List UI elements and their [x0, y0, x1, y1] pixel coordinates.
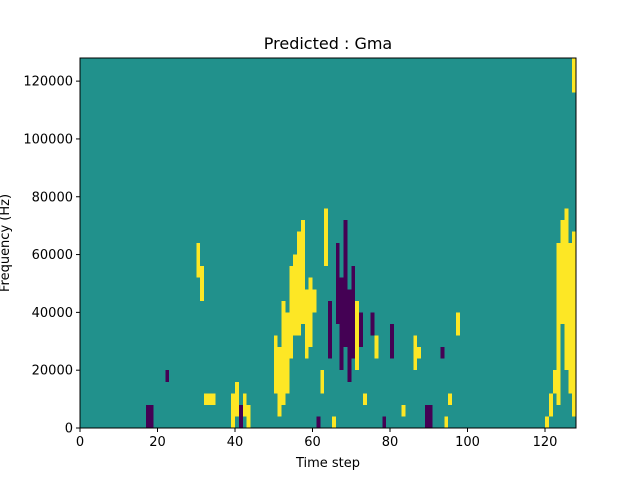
y-tick-label: 80000 — [32, 190, 73, 205]
chart-title: Predicted : Gma — [264, 34, 392, 53]
x-tick-label: 60 — [304, 435, 321, 450]
heatmap-cell — [552, 370, 557, 394]
heatmap-cell — [297, 231, 301, 336]
heatmap-cell — [444, 416, 449, 428]
heatmap-cell — [382, 416, 387, 428]
y-tick-label: 60000 — [32, 248, 73, 263]
plot-area — [79, 57, 577, 429]
heatmap-cell — [289, 266, 294, 359]
heatmap-cell — [359, 312, 363, 348]
heatmap-cell — [440, 347, 445, 359]
heatmap-cell — [328, 300, 332, 359]
heatmap-cell — [564, 208, 569, 371]
heatmap-cell — [355, 300, 360, 371]
heatmap-cell — [145, 404, 150, 429]
x-tick-label: 100 — [455, 435, 480, 450]
heatmap-cell — [335, 243, 340, 324]
x-tick-label: 120 — [533, 435, 558, 450]
x-tick-label: 0 — [76, 435, 84, 450]
heatmap-cell — [320, 370, 325, 394]
y-tick-label: 40000 — [32, 306, 73, 321]
y-axis-label: Frequency (Hz) — [0, 194, 13, 292]
heatmap-cell — [428, 404, 433, 429]
heatmap-cell — [242, 393, 247, 417]
heatmap-cell — [308, 277, 313, 348]
y-tick-label: 120000 — [23, 75, 73, 90]
plot-frame — [79, 57, 577, 429]
heatmap-cell — [316, 416, 321, 428]
heatmap-cell — [347, 289, 352, 382]
heatmap-cells — [145, 58, 577, 429]
heatmap-cell — [390, 323, 394, 359]
heatmap-cell — [556, 243, 561, 405]
heatmap-cell — [455, 312, 460, 336]
heatmap-cell — [339, 277, 344, 371]
heatmap-cell — [246, 404, 251, 429]
heatmap-cell — [281, 300, 286, 405]
y-tick-label: 0 — [65, 422, 73, 437]
heatmap-cell — [362, 393, 367, 405]
heatmap-cell — [149, 404, 154, 429]
heatmap-cell — [277, 347, 282, 417]
heatmap-cell — [548, 393, 553, 417]
heatmap-cell — [424, 404, 429, 429]
y-tick-label: 100000 — [23, 132, 73, 147]
heatmap-cell — [374, 335, 379, 359]
heatmap-cell — [331, 416, 336, 428]
heatmap-cell — [204, 393, 208, 405]
x-axis-label: Time step — [295, 456, 360, 471]
heatmap-cell — [304, 289, 309, 359]
heatmap-cell — [200, 266, 205, 301]
heatmap-cell — [312, 289, 317, 313]
heatmap-cell — [285, 312, 290, 394]
heatmap-cell — [560, 219, 565, 324]
heatmap-cell — [235, 381, 239, 417]
heatmap-cell — [413, 335, 418, 371]
x-tick-label: 20 — [149, 435, 166, 450]
heatmap-cell — [207, 393, 212, 405]
heatmap-cell — [238, 404, 243, 429]
heatmap-cell — [211, 393, 216, 405]
heatmap-cell — [165, 370, 170, 382]
heatmap-cell — [545, 416, 549, 428]
heatmap-cell — [343, 219, 348, 348]
heatmap-cell — [417, 347, 422, 359]
x-tick-label: 80 — [382, 435, 399, 450]
heatmap-cell — [196, 243, 201, 278]
x-axis-ticks: 0 20 40 60 80 100 120 — [76, 428, 558, 450]
x-tick-label: 40 — [227, 435, 244, 450]
heatmap-cell — [351, 266, 356, 359]
y-tick-label: 20000 — [32, 364, 73, 379]
heatmap-cell — [448, 393, 453, 405]
heatmap-cell — [273, 335, 278, 394]
heatmap-cell — [370, 312, 375, 336]
heatmap-cell — [401, 404, 406, 417]
heatmap-cell — [231, 393, 236, 428]
heatmap-cell — [324, 208, 329, 267]
heatmap-cell — [572, 58, 577, 93]
heatmap-cell — [293, 254, 298, 336]
heatmap-cell — [300, 219, 305, 324]
y-axis-ticks: 0 20000 40000 60000 80000 100000 120000 — [23, 75, 80, 437]
heatmap-cell — [572, 231, 577, 417]
heatmap-cell — [568, 243, 573, 394]
